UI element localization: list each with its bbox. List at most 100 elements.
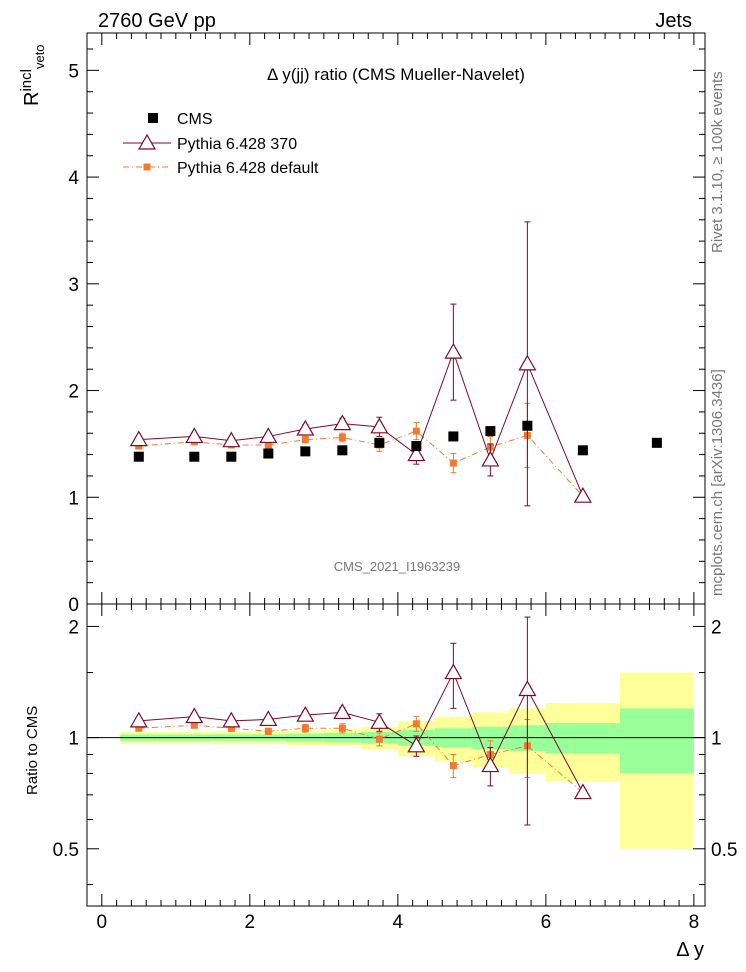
x-axis-label: Δ y (676, 939, 704, 961)
x-tick-label: 8 (689, 912, 700, 933)
cms-data-point (651, 437, 662, 448)
ratio-pythia-default-point (375, 735, 383, 743)
pythia-370-point (481, 450, 500, 467)
ratio-pythia-370-point (407, 736, 426, 753)
pythia-default-point (449, 459, 457, 467)
x-tick-label: 4 (393, 912, 404, 933)
legend-pythia-370-marker (137, 133, 157, 150)
legend-pythia-default-label: Pythia 6.428 default (177, 160, 319, 177)
cms-data-point (263, 448, 274, 459)
ratio-pythia-default-point (449, 762, 457, 770)
ratio-pythia-370-point (444, 663, 463, 680)
ratio-pythia-370-point (481, 756, 500, 773)
ratio-y-tick-label-left: 0.5 (53, 840, 79, 861)
ratio-pythia-default-point (264, 727, 272, 735)
ylabel-sub: veto (32, 44, 47, 69)
ratio-pythia-370-point (185, 707, 204, 724)
pythia-370-point (370, 417, 389, 434)
pythia-370-point (444, 342, 463, 359)
main-y-tick-label: 3 (68, 275, 79, 296)
main-y-tick-label: 1 (68, 488, 79, 509)
cms-data-point (374, 437, 385, 448)
legend-pythia-default-marker (143, 163, 151, 171)
ratio-y-tick-label-left: 1 (68, 729, 79, 750)
x-tick-label: 6 (541, 912, 552, 933)
ratio-y-tick-label-right: 2 (711, 617, 722, 638)
legend-cms-marker (148, 113, 158, 123)
ratio-pythia-370-point (222, 711, 241, 728)
pythia-370-point (222, 431, 241, 448)
pythia-default-point (338, 434, 346, 442)
ratio-y-tick-label-right: 0.5 (711, 840, 737, 861)
rivet-version-label: Rivet 3.1.10, ≥ 100k events (709, 71, 726, 253)
main-y-tick-label: 4 (68, 168, 79, 189)
ratio-pythia-370-point (259, 710, 278, 727)
ylabel-base: R (21, 92, 43, 106)
series-pythia-default (135, 402, 587, 500)
ratio-y-tick-label-left: 2 (68, 617, 79, 638)
ratio-pythia-default-point (135, 724, 143, 732)
cms-data-point (522, 420, 533, 431)
pythia-370-point (333, 414, 352, 431)
main-y-tick-label: 0 (68, 595, 79, 616)
svg-text:Rinclveto: Rinclveto (18, 44, 47, 106)
pythia-370-line (138, 350, 584, 497)
analysis-watermark: CMS_2021_I1963239 (334, 559, 461, 574)
pythia-default-point (412, 427, 420, 435)
ratio-y-axis-label: Ratio to CMS (24, 706, 41, 795)
pythia-370-point (407, 445, 426, 462)
header-left: 2760 GeV pp (98, 10, 216, 32)
cms-data-point (448, 431, 459, 442)
main-y-axis-label: Rinclveto (18, 44, 47, 106)
pythia-370-point (129, 430, 148, 447)
ratio-pythia-default-point (227, 724, 235, 732)
pythia-default-point (264, 441, 272, 449)
pythia-default-point (301, 436, 309, 444)
pythia-370-point (296, 419, 315, 436)
ratio-pythia-370-point (333, 703, 352, 720)
pythia-370-point (185, 427, 204, 444)
legend: CMS Pythia 6.428 370 Pythia 6.428 default (123, 111, 319, 177)
cms-data-point (485, 426, 496, 437)
main-y-tick-label: 2 (68, 382, 79, 403)
cms-data-point (189, 451, 200, 462)
ratio-panel: Ratio to CMS 0.5 0.5 1 1 2 2 (24, 603, 737, 907)
cms-data-point (226, 451, 237, 462)
ratio-pythia-370-line (138, 671, 584, 793)
cms-uncertainty-bands (120, 672, 694, 849)
pythia-370-point (518, 354, 537, 371)
ratio-pythia-370-point (573, 783, 592, 800)
chart-title: Δ y(jj) ratio (CMS Mueller-Navelet) (267, 65, 525, 84)
x-tick-label: 0 (97, 912, 108, 933)
mcplots-label: mcplots.cern.ch [arXiv:1306.3436] (709, 369, 726, 596)
ratio-pythia-370-point (129, 711, 148, 728)
x-tick-label: 2 (245, 912, 256, 933)
ratio-pythia-370-point (296, 705, 315, 722)
ylabel-sup: incl (18, 69, 35, 92)
legend-pythia-370-label: Pythia 6.428 370 (177, 136, 297, 153)
cms-data-point (411, 441, 422, 452)
ratio-pythia-370-point (518, 680, 537, 697)
cms-data-point (133, 451, 144, 462)
main-y-tick-label: 5 (68, 61, 79, 82)
ratio-pythia-default-point (190, 721, 198, 729)
cms-data-point (337, 445, 348, 456)
ratio-pythia-default-point (301, 724, 309, 732)
ratio-pythia-default-line (138, 723, 584, 793)
series-cms (133, 420, 662, 462)
pythia-default-line (138, 430, 584, 497)
stat-uncertainty-band (619, 708, 694, 774)
cms-data-point (577, 445, 588, 456)
ratio-y-tick-label-right: 1 (711, 729, 722, 750)
legend-cms-label: CMS (177, 111, 213, 128)
main-panel: Δ y(jj) ratio (CMS Mueller-Navelet) CMS_… (68, 32, 706, 616)
ratio-pythia-default-point (412, 720, 420, 728)
ratio-pythia-default-point (338, 724, 346, 732)
series-pythia-370 (129, 221, 592, 507)
cms-data-point (300, 446, 311, 457)
ratio-pythia-370-point (370, 713, 389, 729)
pythia-370-point (573, 486, 592, 503)
stat-uncertainty-band (545, 723, 620, 754)
pythia-370-point (259, 427, 278, 444)
